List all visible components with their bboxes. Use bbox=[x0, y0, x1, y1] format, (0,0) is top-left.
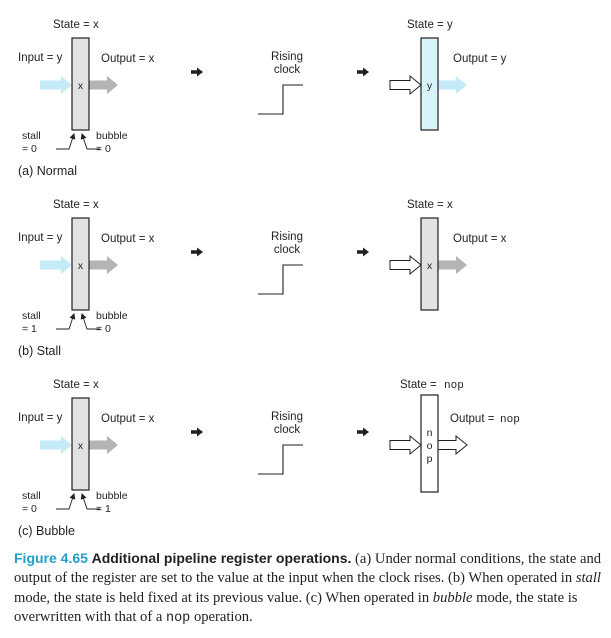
input-arrow bbox=[40, 436, 72, 454]
rising-clock-waveform bbox=[258, 84, 303, 115]
rising-clock-waveform bbox=[258, 264, 303, 295]
output-after-label: Output = x bbox=[453, 233, 507, 245]
bubble-signal-label: bubble = 0 bbox=[96, 130, 128, 155]
stall-signal-label: stall = 0 bbox=[22, 130, 41, 155]
pipeline-register-after bbox=[420, 217, 439, 311]
register-value-after: x bbox=[427, 260, 433, 272]
input-label: Input = y bbox=[18, 52, 63, 64]
output-after-label: Output = y bbox=[453, 53, 507, 65]
output-arrow bbox=[89, 256, 118, 274]
transition-arrow-left bbox=[191, 247, 203, 257]
bubble-control-line bbox=[80, 133, 100, 150]
caption-text-2: mode, the state is held fixed at its pre… bbox=[14, 589, 433, 606]
input-arrow bbox=[40, 256, 72, 274]
register-value-after: y bbox=[427, 80, 433, 92]
output-after-label: Output = bbox=[450, 413, 495, 425]
pipeline-register-before bbox=[71, 217, 90, 311]
pipeline-register-after bbox=[420, 37, 439, 131]
pipeline-register-before bbox=[71, 397, 90, 491]
caption-text-3: mode, the state is overwritten with that… bbox=[14, 589, 578, 626]
transition-arrow-left bbox=[191, 427, 203, 437]
bubble-control-line bbox=[80, 313, 100, 330]
register-value-before: x bbox=[78, 440, 84, 452]
stall-control-line bbox=[56, 313, 76, 330]
stall-signal-label: stall = 0 bbox=[22, 490, 41, 515]
input-arrow-after bbox=[389, 434, 422, 456]
panel-label: (a) Normal bbox=[18, 164, 77, 178]
bubble-signal-label: bubble = 0 bbox=[96, 310, 128, 335]
caption-em-bubble: bubble bbox=[432, 589, 473, 606]
rising-clock-label: Rising clock bbox=[271, 51, 303, 76]
caption-code-nop: nop bbox=[165, 611, 191, 627]
register-value-before: x bbox=[78, 80, 84, 92]
bubble-control-line bbox=[80, 493, 100, 510]
input-arrow bbox=[40, 76, 72, 94]
pipeline-register-diagram: State = x Input = y Output = x x stall = 0 bub… bbox=[18, 19, 520, 538]
pipeline-register-before bbox=[71, 37, 90, 131]
input-arrow-after bbox=[389, 254, 422, 276]
transition-arrow-right bbox=[357, 427, 369, 437]
input-label: Input = y bbox=[18, 412, 63, 424]
input-label: Input = y bbox=[18, 232, 63, 244]
panel-bubble: State = x Input = y Output = x x stall = 0 bub… bbox=[18, 379, 520, 538]
state-after-label: State = y bbox=[407, 19, 453, 31]
output-arrow-after bbox=[437, 434, 468, 456]
state-after-code: nop bbox=[444, 380, 464, 392]
caption-em-stall: stall bbox=[575, 570, 601, 587]
input-arrow-after bbox=[389, 74, 422, 96]
transition-arrow-right bbox=[357, 247, 369, 257]
output-arrow bbox=[89, 436, 118, 454]
output-arrow-after bbox=[438, 76, 467, 94]
figure-title: Additional pipeline register operations. bbox=[91, 550, 352, 566]
state-after-label: State = bbox=[400, 379, 437, 391]
bubble-signal-label: bubble = 1 bbox=[96, 490, 128, 515]
state-before-label: State = x bbox=[53, 19, 99, 31]
figure-caption: Figure 4.65 Additional pipeline register… bbox=[14, 549, 604, 629]
panel-normal: State = x Input = y Output = x x stall = 0 bub… bbox=[18, 19, 507, 178]
stall-control-line bbox=[56, 493, 76, 510]
rising-clock-label: Rising clock bbox=[271, 231, 303, 256]
figure-number: Figure 4.65 bbox=[14, 550, 88, 566]
rising-clock-waveform bbox=[258, 444, 303, 475]
transition-arrow-right bbox=[357, 67, 369, 77]
output-arrow-after bbox=[438, 256, 467, 274]
output-label: Output = x bbox=[101, 53, 155, 65]
caption-text-1: (a) Under normal conditions, the state a… bbox=[14, 551, 602, 587]
stall-control-line bbox=[56, 133, 76, 150]
output-label: Output = x bbox=[101, 413, 155, 425]
state-after-label: State = x bbox=[407, 199, 453, 211]
output-arrow bbox=[89, 76, 118, 94]
output-label: Output = x bbox=[101, 233, 155, 245]
panel-stall: State = x Input = y Output = x x stall = 1 bub… bbox=[18, 199, 507, 358]
caption-text-4: operation. bbox=[190, 609, 253, 626]
panel-label: (b) Stall bbox=[18, 344, 61, 358]
state-before-label: State = x bbox=[53, 199, 99, 211]
pipeline-register-after bbox=[420, 394, 439, 493]
transition-arrow-left bbox=[191, 67, 203, 77]
state-before-label: State = x bbox=[53, 379, 99, 391]
output-after-code: nop bbox=[500, 414, 520, 426]
panel-label: (c) Bubble bbox=[18, 524, 75, 538]
stall-signal-label: stall = 1 bbox=[22, 310, 41, 335]
rising-clock-label: Rising clock bbox=[271, 411, 303, 436]
register-value-before: x bbox=[78, 260, 84, 272]
